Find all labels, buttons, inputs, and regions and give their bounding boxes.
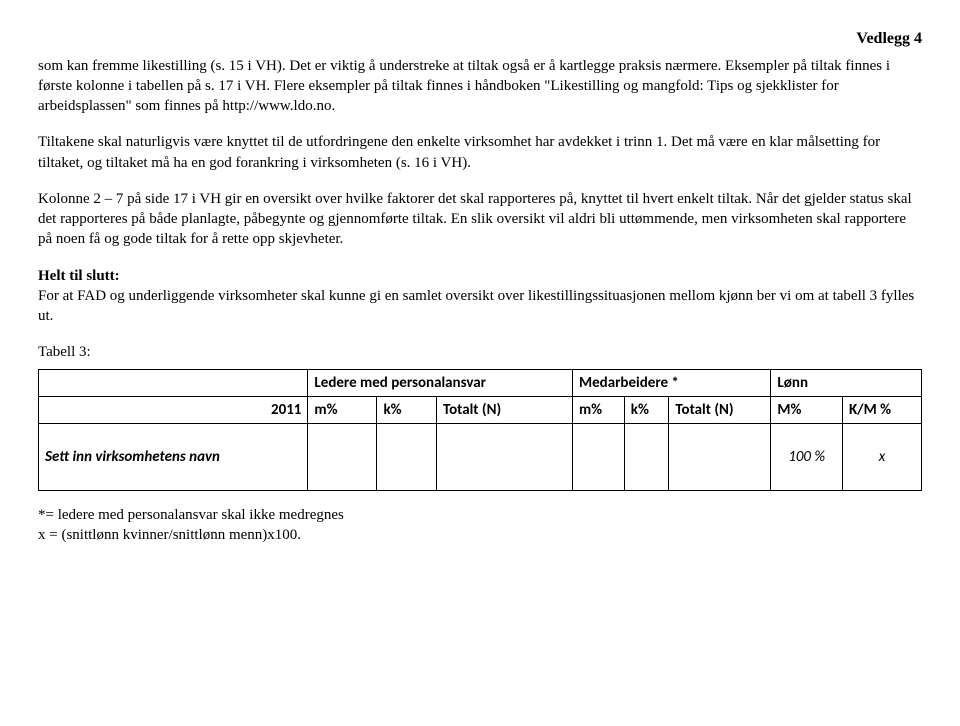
td-1	[308, 424, 377, 491]
td-3	[436, 424, 572, 491]
th-medarbeidere: Medarbeidere *	[572, 369, 770, 396]
th-m1: m%	[308, 396, 377, 423]
td-7: 100 %	[771, 424, 843, 491]
paragraph-3: Kolonne 2 – 7 på side 17 i VH gir en ove…	[38, 189, 922, 250]
paragraph-1: som kan fremme likestilling (s. 15 i VH)…	[38, 56, 922, 117]
td-label: Sett inn virksomhetens navn	[39, 424, 308, 491]
table-label: Tabell 3:	[38, 342, 922, 362]
table-header-row-1: Ledere med personalansvar Medarbeidere *…	[39, 369, 922, 396]
footnote-block: *= ledere med personalansvar skal ikke m…	[38, 505, 922, 546]
paragraph-2: Tiltakene skal naturligvis være knyttet …	[38, 132, 922, 173]
td-4	[572, 424, 624, 491]
th-k2: k%	[624, 396, 669, 423]
th-lonn: Lønn	[771, 369, 922, 396]
th-m2: m%	[572, 396, 624, 423]
footnote-1: *= ledere med personalansvar skal ikke m…	[38, 507, 344, 523]
th-tot2: Totalt (N)	[669, 396, 771, 423]
footnote-2: x = (snittlønn kvinner/snittlønn menn)x1…	[38, 527, 301, 543]
th-tot1: Totalt (N)	[436, 396, 572, 423]
th-blank	[39, 369, 308, 396]
table-data-row: Sett inn virksomhetens navn 100 % x	[39, 424, 922, 491]
td-2	[377, 424, 437, 491]
td-8: x	[842, 424, 921, 491]
th-M: M%	[771, 396, 843, 423]
th-KM: K/M %	[842, 396, 921, 423]
td-6	[669, 424, 771, 491]
table-header-row-2: 2011 m% k% Totalt (N) m% k% Totalt (N) M…	[39, 396, 922, 423]
table-3: Ledere med personalansvar Medarbeidere *…	[38, 369, 922, 492]
final-heading: Helt til slutt:	[38, 268, 120, 284]
final-text: For at FAD og underliggende virksomheter…	[38, 288, 914, 324]
th-k1: k%	[377, 396, 437, 423]
th-ledere: Ledere med personalansvar	[308, 369, 573, 396]
th-year: 2011	[39, 396, 308, 423]
td-5	[624, 424, 669, 491]
attachment-label: Vedlegg 4	[38, 28, 922, 50]
final-section: Helt til slutt: For at FAD og underligge…	[38, 266, 922, 327]
